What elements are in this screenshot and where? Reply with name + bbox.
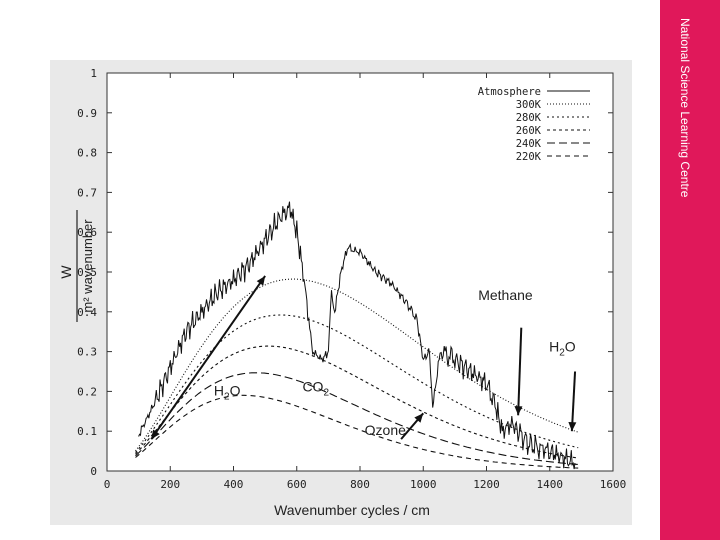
x-tick-label: 800 [350, 478, 370, 491]
plot-area [106, 72, 614, 472]
x-tick-label: 0 [104, 478, 111, 491]
annotation-arrow-h2o-left [150, 275, 266, 440]
arrowhead [414, 413, 424, 423]
arrowhead [514, 406, 523, 416]
y-tick-label: 0 [90, 465, 97, 478]
annotation-label-co2: CO2 [302, 378, 329, 398]
x-tick-label: 600 [287, 478, 307, 491]
annotation-label-methane: Methane [478, 287, 533, 303]
annotation-label-h2o-right: H2O [549, 339, 576, 359]
annotation-label-h2o-left: H2O [214, 382, 241, 402]
x-tick-label: 1400 [537, 478, 564, 491]
series-line-260k [135, 345, 579, 459]
x-tick-label: 1200 [473, 478, 500, 491]
annotation-label-ozone: Ozone [365, 422, 406, 438]
legend-label: 280K [516, 112, 542, 124]
figure-panel: 0 200 400 600 800 1000 1200 1400 1600 0 0.1 0.2 0.3 0… [50, 60, 632, 525]
y-tick-label: 0.6 [77, 226, 97, 239]
series-line-220k [135, 394, 579, 469]
brand-sidebar [660, 0, 720, 540]
x-tick-label: 200 [160, 478, 180, 491]
y-tick-label: 0.3 [77, 346, 97, 359]
y-tick-label: 0.9 [77, 107, 97, 120]
legend-label: 300K [516, 99, 542, 111]
y-axis-label: W m² wavenumber [58, 210, 95, 322]
x-tick-label: 1600 [600, 478, 627, 491]
legend-label: 260K [516, 125, 542, 137]
x-tick-label: 1000 [410, 478, 437, 491]
y-tick-label: 0.7 [77, 186, 97, 199]
y-tick-label: 0.1 [77, 425, 97, 438]
annotation-arrow-h2o-right [570, 371, 577, 432]
x-tick-label: 400 [224, 478, 244, 491]
sidebar-label: National Science Learning Centre [678, 18, 692, 198]
arrowhead [256, 275, 266, 286]
legend-label: 240K [516, 138, 542, 150]
annotation-arrow-methane [517, 327, 523, 416]
legend-label: 220K [516, 151, 542, 163]
arrowhead [151, 429, 160, 440]
legend-label: Atmosphere [478, 86, 541, 98]
y-tick-label: 0.4 [77, 306, 97, 319]
y-tick-label: 0.5 [77, 266, 97, 279]
spectrum-chart: 0 200 400 600 800 1000 1200 1400 1600 0 0.1 0.2 0.3 0… [58, 67, 627, 518]
y-axis-label-denominator: m² wavenumber [80, 219, 95, 313]
arrowhead [568, 422, 577, 432]
y-tick-label: 1 [90, 67, 97, 80]
series-line-240k [135, 372, 579, 466]
y-axis-label-numerator: W [58, 265, 74, 279]
y-tick-label: 0.2 [77, 385, 97, 398]
y-tick-label: 0.8 [77, 147, 97, 160]
x-axis-label: Wavenumber cycles / cm [274, 502, 430, 518]
